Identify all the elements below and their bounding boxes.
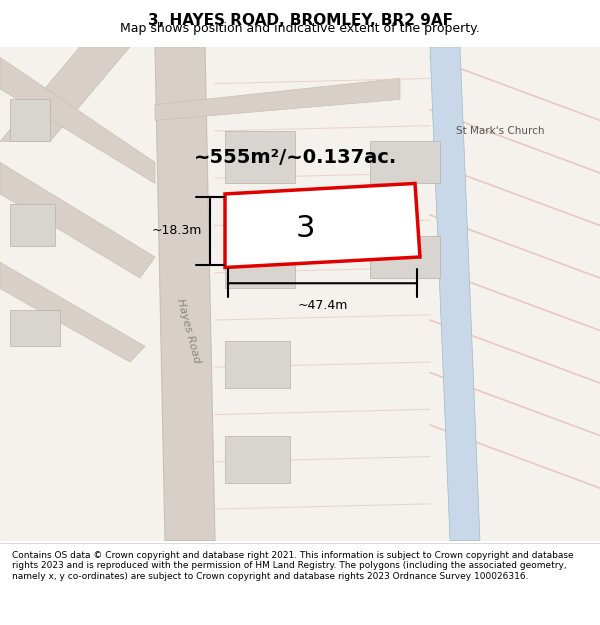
Polygon shape xyxy=(430,47,480,541)
Polygon shape xyxy=(225,436,290,483)
Text: Hayes Road: Hayes Road xyxy=(175,297,202,364)
Text: ~47.4m: ~47.4m xyxy=(298,299,347,312)
Polygon shape xyxy=(225,131,295,184)
Text: Map shows position and indicative extent of the property.: Map shows position and indicative extent… xyxy=(120,22,480,35)
Polygon shape xyxy=(10,309,60,346)
Polygon shape xyxy=(0,162,155,278)
Polygon shape xyxy=(10,204,55,246)
Text: Contains OS data © Crown copyright and database right 2021. This information is : Contains OS data © Crown copyright and d… xyxy=(12,551,574,581)
Polygon shape xyxy=(155,78,400,121)
Polygon shape xyxy=(370,141,440,184)
Polygon shape xyxy=(10,99,50,141)
Text: ~18.3m: ~18.3m xyxy=(152,224,202,238)
Text: 3, HAYES ROAD, BROMLEY, BR2 9AF: 3, HAYES ROAD, BROMLEY, BR2 9AF xyxy=(148,13,452,28)
Polygon shape xyxy=(0,262,145,362)
Polygon shape xyxy=(0,58,155,184)
Polygon shape xyxy=(225,236,295,289)
Text: ~555m²/~0.137ac.: ~555m²/~0.137ac. xyxy=(193,148,397,167)
Polygon shape xyxy=(0,47,130,141)
Text: 3: 3 xyxy=(295,214,315,243)
Polygon shape xyxy=(155,47,215,541)
Text: St Mark's Church: St Mark's Church xyxy=(456,126,544,136)
Polygon shape xyxy=(370,236,440,278)
Polygon shape xyxy=(225,184,420,268)
Polygon shape xyxy=(225,341,290,388)
